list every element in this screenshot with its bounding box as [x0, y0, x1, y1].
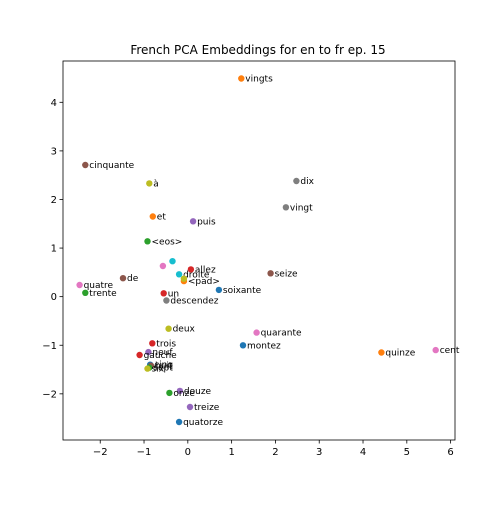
data-point	[378, 349, 385, 356]
plot-frame	[62, 60, 456, 441]
data-point	[239, 342, 247, 349]
data-point	[166, 389, 173, 397]
data-point	[282, 204, 290, 211]
point-label: à	[153, 179, 159, 189]
x-tick-label: 4	[360, 447, 366, 458]
point-label: cent	[440, 346, 460, 356]
point-label: allez	[195, 265, 216, 275]
point-label: quarante	[261, 329, 302, 339]
axes-layer: −2 −1 0 1 2 3 4 5 6 −2 −1 0 1 2 3 4	[42, 60, 456, 458]
data-point	[267, 270, 274, 277]
data-point	[293, 177, 300, 185]
x-tick-label: 1	[228, 447, 234, 458]
data-point	[159, 262, 167, 270]
data-point	[136, 351, 143, 359]
data-point	[76, 281, 83, 289]
point-label: et	[157, 213, 167, 223]
data-point	[145, 348, 152, 356]
point-label: douze	[184, 387, 212, 397]
x-tick-label: −2	[93, 447, 108, 458]
point-label: soixante	[223, 286, 262, 296]
point-label: descendez	[170, 297, 218, 307]
point-label: de	[127, 274, 139, 284]
point-label: un	[168, 289, 179, 299]
data-point	[175, 418, 183, 426]
x-tick-label: 0	[185, 447, 191, 458]
point-label: puis	[197, 217, 216, 227]
y-tick-label: 1	[51, 244, 57, 255]
point-label: cinq	[154, 361, 173, 371]
point-label: six	[152, 365, 165, 375]
data-point	[189, 218, 197, 225]
point-label: cinquante	[89, 161, 134, 171]
data-point	[160, 290, 167, 297]
data-point	[82, 161, 89, 169]
x-tick-label: 3	[316, 447, 322, 458]
point-label: vingt	[290, 203, 313, 213]
point-label: quinze	[385, 349, 415, 359]
point-label: <eos>	[152, 237, 183, 247]
point-label: sept	[153, 364, 173, 374]
data-point	[165, 325, 172, 332]
data-point	[82, 289, 89, 296]
y-tick-label: 0	[51, 292, 57, 303]
data-point	[187, 266, 195, 273]
data-point	[432, 346, 439, 354]
data-point	[119, 275, 127, 282]
data-point	[180, 275, 188, 282]
point-label: trente	[89, 289, 117, 299]
data-point	[149, 213, 156, 220]
point-label: vingts	[245, 75, 273, 85]
point-label: seize	[275, 269, 298, 279]
point-label: droite	[183, 270, 210, 280]
point-label: <pad>	[188, 277, 220, 287]
x-tick-label: 2	[272, 447, 278, 458]
y-tick-label: −1	[42, 341, 57, 352]
x-tick-label: 5	[404, 447, 410, 458]
point-label: trois	[156, 339, 176, 349]
point-label: treize	[194, 403, 220, 413]
y-tick-label: −2	[42, 389, 57, 400]
data-point	[163, 297, 170, 304]
point-label: quatorze	[183, 418, 223, 428]
point-label: neuf	[152, 348, 173, 358]
point-label: onze	[173, 389, 195, 399]
points-layer: vingts cinquante dix à vingt et puis <eos> allez…	[76, 75, 460, 428]
y-tick-label: 3	[51, 146, 57, 157]
data-point	[169, 258, 176, 265]
chart-title: French PCA Embeddings for en to fr ep. 1…	[130, 43, 385, 57]
data-point	[186, 403, 194, 411]
data-point	[238, 75, 245, 82]
y-tick-label: 4	[51, 98, 57, 109]
point-label: quatre	[84, 281, 114, 291]
data-point	[215, 286, 223, 294]
y-tick-label: 2	[51, 195, 57, 206]
data-point	[146, 180, 153, 187]
data-point	[176, 387, 184, 395]
data-point	[144, 365, 151, 372]
point-label: dix	[300, 177, 314, 187]
data-point	[175, 271, 183, 278]
x-tick-label: 6	[447, 447, 453, 458]
point-label: montez	[247, 341, 281, 351]
data-point	[253, 329, 260, 336]
data-point	[149, 340, 156, 347]
point-label: gauche	[144, 351, 178, 361]
data-point	[144, 238, 151, 245]
point-label: deux	[173, 325, 196, 335]
x-tick-label: −1	[137, 447, 152, 458]
point-label: huit	[155, 362, 173, 372]
